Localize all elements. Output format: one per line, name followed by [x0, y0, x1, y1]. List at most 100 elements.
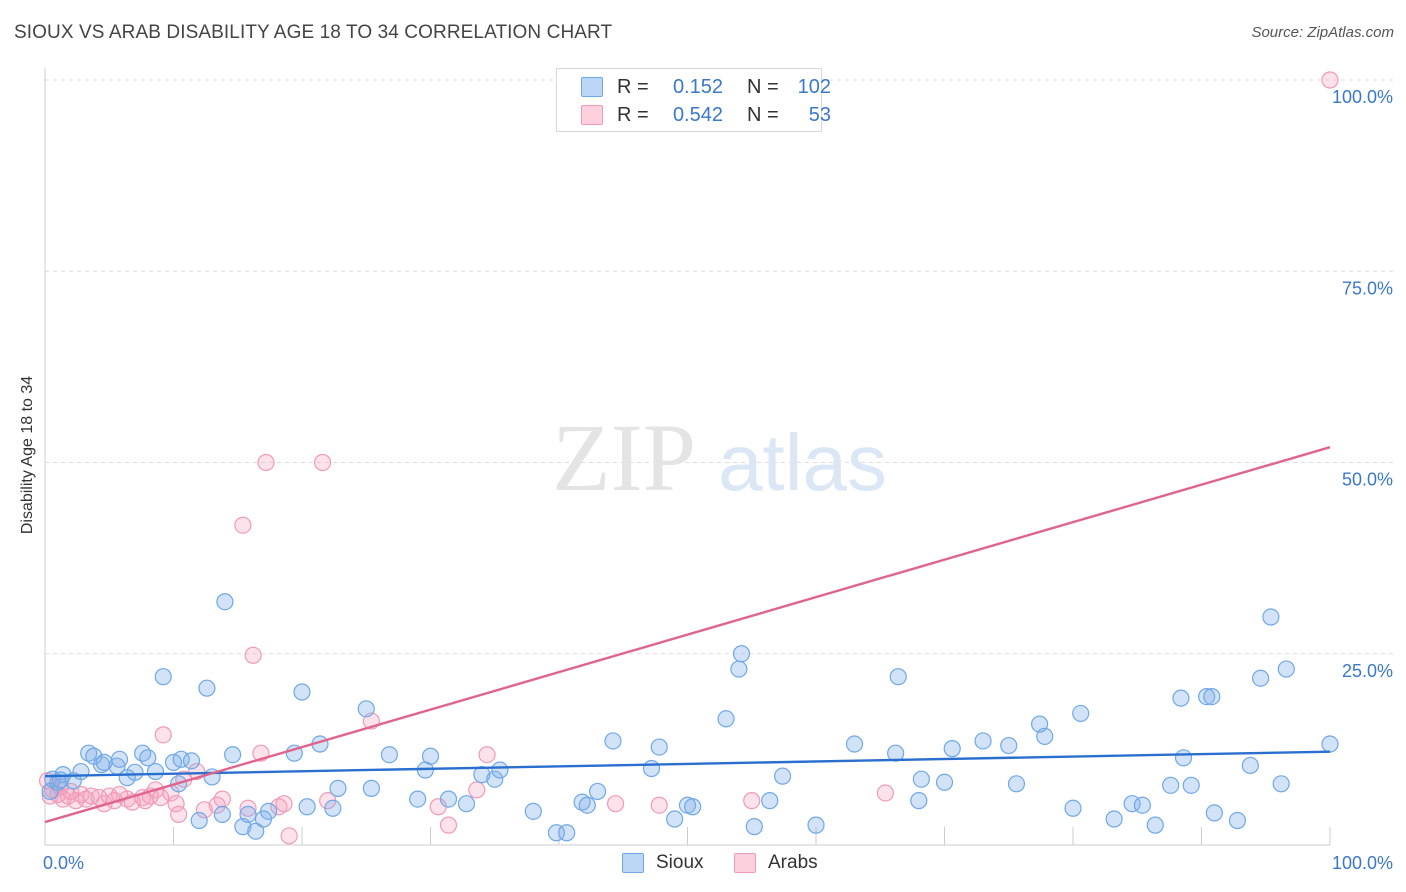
sioux-point — [1182, 776, 1200, 794]
arabs-point — [313, 453, 332, 472]
sioux-point — [486, 770, 504, 788]
sioux-point — [1036, 727, 1054, 745]
arabs-point — [275, 795, 293, 813]
sioux-point — [650, 738, 668, 756]
sioux-point — [558, 824, 576, 842]
arabs-point — [154, 726, 172, 744]
sioux-point — [745, 818, 763, 836]
sioux-point — [1000, 736, 1018, 755]
sioux-point — [1277, 660, 1295, 678]
arabs-point — [876, 784, 894, 802]
sioux-point — [730, 660, 748, 678]
sioux-point — [439, 790, 458, 808]
r-value: 0.542 — [672, 103, 723, 126]
sioux-point — [974, 732, 992, 750]
sioux-point — [588, 782, 607, 801]
tick-labels: 25.0% 50.0% 75.0% 100.0% 0.0% 100.0% — [43, 87, 1393, 873]
sioux-point — [357, 700, 375, 718]
sioux-point — [773, 767, 792, 785]
source-label: Source: ZipAtlas.com — [1251, 24, 1394, 41]
sioux-point — [1203, 687, 1221, 706]
arabs-point — [280, 827, 298, 845]
sioux-point — [457, 795, 476, 813]
sioux-legend-label: Sioux — [656, 852, 704, 873]
sioux-point — [910, 792, 928, 810]
arabs-legend-swatch — [734, 853, 756, 873]
legend-item-arabs: Arabs — [734, 852, 818, 874]
sioux-point — [139, 749, 157, 767]
r-label: R = — [617, 103, 649, 126]
sioux-point — [1007, 775, 1026, 793]
sioux-point — [573, 793, 591, 811]
n-value: 102 — [797, 75, 831, 98]
arabs-point — [239, 799, 257, 817]
sioux-point — [380, 746, 398, 764]
sioux-point — [126, 763, 144, 781]
sioux-point — [578, 796, 596, 814]
sioux-point — [887, 744, 905, 762]
sioux-point — [935, 773, 954, 791]
arabs-point — [743, 792, 761, 810]
arabs-point — [213, 790, 231, 808]
sioux-point — [190, 811, 208, 830]
legend-row-sioux: R = 0.152 N = 102 — [581, 73, 831, 101]
sioux-point — [1272, 775, 1290, 793]
sioux-points — [41, 593, 1339, 842]
sioux-point — [1174, 749, 1193, 767]
sioux-point — [1146, 816, 1164, 834]
sioux-point — [642, 759, 661, 778]
sioux-point — [1205, 804, 1223, 822]
trend-lines — [44, 446, 1331, 824]
sioux-point — [409, 790, 427, 808]
sioux-point — [666, 810, 684, 828]
sioux-point — [224, 746, 242, 764]
sioux-point — [198, 679, 216, 697]
arabs-swatch — [581, 105, 603, 125]
sioux-point — [845, 735, 864, 753]
sioux-point — [1133, 796, 1151, 814]
sioux-point — [324, 799, 342, 817]
arabs-point — [62, 782, 80, 801]
sioux-point — [604, 732, 622, 750]
sioux-point — [1228, 811, 1247, 830]
sioux-point — [298, 798, 316, 816]
sioux-point — [1252, 669, 1270, 687]
sioux-point — [1241, 756, 1259, 775]
arabs-point — [606, 795, 625, 813]
sioux-swatch — [581, 77, 603, 97]
y-tick-label: 50.0% — [1342, 470, 1393, 490]
n-value: 53 — [808, 103, 831, 126]
y-tick-label: 75.0% — [1342, 278, 1393, 298]
sioux-point — [1321, 735, 1339, 753]
sioux-point — [807, 816, 825, 834]
stats-legend: R = 0.152 N = 102 R = 0.542 N = 53 — [556, 68, 831, 132]
watermark-atlas: atlas — [718, 418, 887, 507]
arabs-point — [257, 453, 275, 472]
gridlines — [45, 79, 1395, 655]
sioux-point — [51, 771, 70, 789]
sioux-point — [154, 668, 172, 686]
sioux-point — [1198, 687, 1216, 706]
sioux-point — [421, 747, 440, 765]
watermark-zip: ZIP — [552, 404, 696, 511]
sioux-point — [110, 750, 129, 768]
sioux-point — [134, 744, 152, 762]
sioux-point — [239, 805, 257, 824]
sioux-point — [889, 668, 907, 686]
arabs-point — [478, 746, 496, 764]
y-tick-label: 100.0% — [1332, 87, 1393, 107]
arabs-point — [468, 781, 486, 799]
arabs-legend-label: Arabs — [768, 852, 818, 873]
sioux-legend-swatch — [622, 853, 644, 873]
sioux-point — [1172, 689, 1190, 707]
arabs-trend-line — [44, 446, 1331, 824]
n-label: N = — [747, 103, 779, 126]
x-tick-label: 0.0% — [43, 853, 84, 873]
sioux-point — [1262, 608, 1280, 626]
legend-item-sioux: Sioux — [622, 852, 704, 874]
chart-title: SIOUX VS ARAB DISABILITY AGE 18 TO 34 CO… — [14, 22, 613, 43]
arabs-point — [439, 816, 458, 834]
legend-row-arabs: R = 0.542 N = 53 — [581, 101, 831, 129]
y-tick-label: 25.0% — [1342, 661, 1393, 681]
